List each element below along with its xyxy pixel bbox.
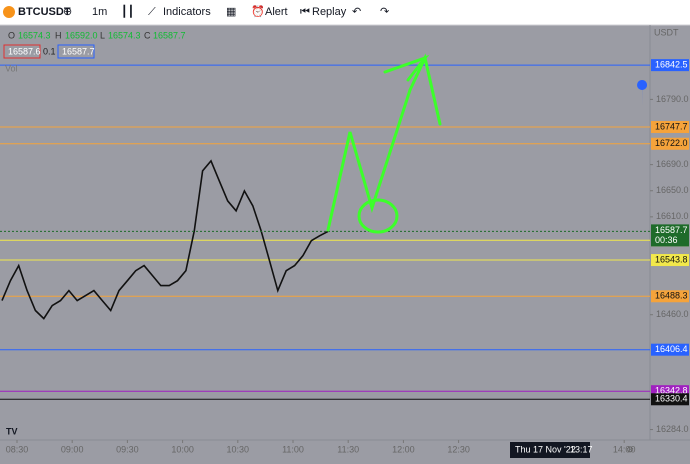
buy-price: 16587.7: [62, 46, 95, 56]
last-price-box: [651, 224, 689, 247]
ohlc-open: 16574.3: [18, 30, 51, 40]
ohlc-close: 16587.7: [153, 30, 186, 40]
ohlc-label: O: [8, 30, 15, 40]
cursor-date: Thu 17 Nov '22: [515, 444, 576, 454]
spread: 0.1: [43, 46, 56, 56]
toolbar: [0, 0, 690, 25]
price-label: 16488.3: [655, 291, 688, 301]
indicators-icon: ⟋: [148, 6, 156, 18]
ohlc-high: 16592.0: [65, 30, 98, 40]
legend: O 16574.3 H 16592.0 L 16574.3 C 16587.7 …: [3, 30, 186, 73]
tv-logo: TV: [6, 426, 18, 436]
alert-pin[interactable]: [637, 80, 648, 106]
replay-icon: ⏮: [300, 6, 310, 18]
x-tick-label: 10:00: [171, 444, 194, 454]
price-label-box: [651, 393, 689, 406]
symbol-icon: [3, 6, 15, 18]
replay[interactable]: Replay: [312, 6, 347, 18]
y-tick-label: 16690.0: [656, 159, 689, 169]
x-tick-label: 08:30: [6, 444, 29, 454]
price-label: 16842.5: [655, 60, 688, 70]
price-label: 16747.7: [655, 121, 688, 131]
price-label: 16330.4: [655, 394, 688, 404]
last-price-label: 16587.7: [655, 225, 688, 235]
ohlc-label: L: [100, 30, 105, 40]
price-label-box: [651, 137, 689, 150]
x-tick-label: 12:00: [392, 444, 415, 454]
sell-price: 16587.6: [8, 46, 41, 56]
x-tick-label: 12:30: [447, 444, 470, 454]
chart-type[interactable]: ┃┃: [121, 4, 134, 18]
undo[interactable]: ↶: [352, 6, 361, 18]
y-tick-label: 16284.0: [656, 424, 689, 434]
price-label: 16342.8: [655, 386, 688, 396]
symbol[interactable]: BTCUSDT: [18, 6, 71, 18]
cursor-time: 13:17: [570, 444, 593, 454]
add-symbol[interactable]: ⊕: [63, 6, 72, 18]
buy-box[interactable]: [57, 44, 95, 59]
currency: USDT: [654, 27, 679, 37]
layout[interactable]: ▦: [226, 6, 236, 18]
arrow-path: [326, 53, 442, 232]
y-tick-label: 16460.0: [656, 309, 689, 319]
settings[interactable]: ⚙: [626, 444, 634, 454]
x-tick-label: 10:30: [227, 444, 250, 454]
alert-icon: ⏰: [251, 4, 265, 18]
x-tick-label: 11:30: [337, 444, 359, 454]
price-label-box: [651, 343, 689, 356]
price-label: 16543.8: [655, 254, 688, 264]
countdown: 00:36: [655, 235, 678, 245]
price-label-box: [651, 290, 689, 303]
price-label-box: [651, 59, 689, 72]
alert[interactable]: Alert: [265, 6, 288, 18]
price-line: [1, 159, 329, 320]
ohlc-label: C: [144, 30, 151, 40]
indicators[interactable]: Indicators: [163, 6, 211, 18]
y-tick-label: 16790.0: [656, 94, 689, 104]
volume-label: Vol: [5, 63, 18, 73]
x-tick-label: 14:00: [613, 444, 636, 454]
price-label: 16406.4: [655, 344, 688, 354]
drawing: [326, 53, 442, 234]
arrow-head: [383, 54, 430, 82]
x-tick-label: 09:30: [116, 444, 139, 454]
redo[interactable]: ↷: [380, 6, 389, 18]
price-label-box: [651, 120, 689, 133]
x-tick-label: 11:00: [282, 444, 304, 454]
x-tick-label: 09:00: [61, 444, 84, 454]
sell-box[interactable]: [3, 44, 41, 59]
price-label: 16722.0: [655, 138, 688, 148]
y-tick-label: 16610.0: [656, 211, 689, 221]
circle-mark: [357, 198, 399, 234]
price-label-box: [651, 254, 689, 267]
y-tick-label: 16650.0: [656, 185, 689, 195]
ohlc-low: 16574.3: [108, 30, 141, 40]
ohlc-label: H: [55, 30, 62, 40]
cursor-time-box: [510, 442, 590, 458]
interval[interactable]: 1m: [92, 6, 107, 18]
